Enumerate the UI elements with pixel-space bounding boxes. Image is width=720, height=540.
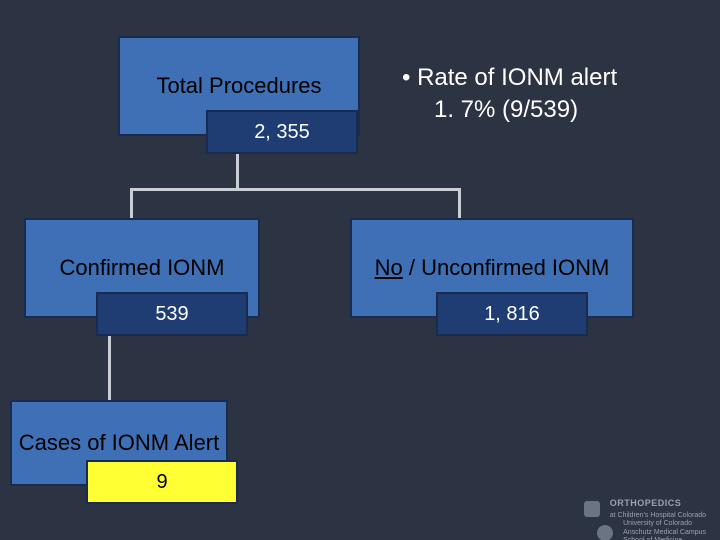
value-alert: 9 xyxy=(86,460,238,504)
footer-logos: ORTHOPEDICS at Children's Hospital Color… xyxy=(466,498,706,540)
bullet-rate: • Rate of IONM alert 1. 7% (9/539) xyxy=(402,62,617,127)
node-label: Total Procedures xyxy=(156,73,321,99)
value-confirmed: 539 xyxy=(96,292,248,336)
value-text: 9 xyxy=(156,471,167,494)
node-label: No / Unconfirmed IONM xyxy=(375,255,610,281)
connector xyxy=(130,188,133,218)
slide: Total Procedures Confirmed IONM No / Unc… xyxy=(0,0,720,540)
connector xyxy=(236,154,239,188)
value-text: 539 xyxy=(155,303,188,326)
logo-brand: ORTHOPEDICS xyxy=(610,498,682,508)
bullet-line-2: 1. 7% (9/539) xyxy=(402,94,617,126)
value-unconfirmed: 1, 816 xyxy=(436,292,588,336)
bullet-line-1: • Rate of IONM alert xyxy=(402,62,617,94)
logo-sub: at Children's Hospital Colorado xyxy=(610,512,706,519)
node-label: Cases of IONM Alert xyxy=(19,430,220,456)
orthopedics-icon xyxy=(584,501,600,517)
cu-icon xyxy=(597,525,613,540)
node-label: Confirmed IONM xyxy=(59,255,224,281)
connector xyxy=(108,336,111,400)
logo-org1: University of Colorado xyxy=(623,520,692,527)
value-text: 2, 355 xyxy=(254,121,310,144)
value-text: 1, 816 xyxy=(484,303,540,326)
connector xyxy=(458,188,461,218)
logo-org2: Anschutz Medical Campus xyxy=(623,529,706,536)
value-total: 2, 355 xyxy=(206,110,358,154)
connector xyxy=(130,188,460,191)
